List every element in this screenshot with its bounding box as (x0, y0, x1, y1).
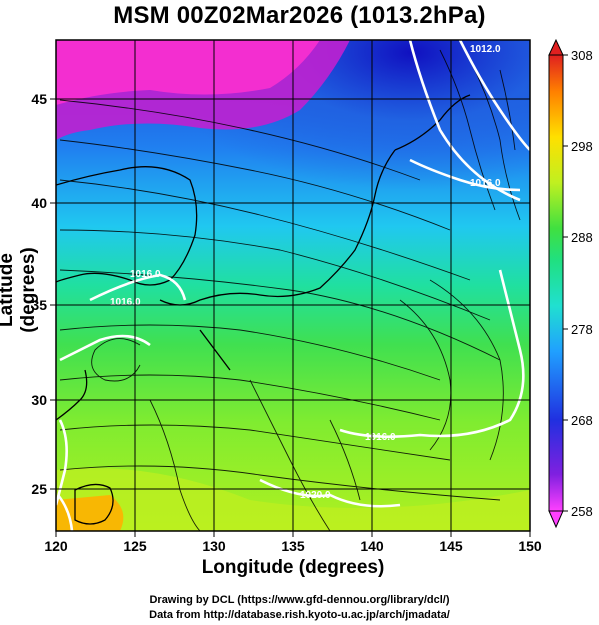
coastline-taiwan (74, 483, 114, 525)
warm-air-taiwan (56, 495, 124, 531)
coastlines (56, 94, 471, 525)
streamline (59, 424, 451, 461)
y-tick-labels: 25 30 35 40 45 (31, 91, 47, 497)
x-tick-label: 135 (281, 538, 305, 554)
streamline (59, 374, 441, 421)
coastline-korea-china (56, 166, 198, 286)
streamline (59, 139, 451, 231)
x-tick-label: 145 (439, 538, 463, 554)
x-axis-label: Longitude (degrees) (201, 557, 385, 578)
gridlines (56, 40, 530, 531)
streamline (59, 179, 471, 281)
colorbar-min-arrow (548, 510, 564, 529)
colorbar-max-arrow (548, 38, 564, 56)
y-tick-label: 45 (31, 91, 47, 107)
isobar-label: 1016.0 (470, 178, 501, 189)
colorbar-tick-label: 268 (571, 413, 593, 428)
streamlines (59, 49, 521, 531)
isobar-label: 1016.0 (130, 269, 161, 280)
isobar-label: 1016.0 (365, 432, 396, 443)
x-tick-label: 140 (360, 538, 384, 554)
credit-drawing: Drawing by DCL (https://www.gfd-dennou.o… (149, 594, 450, 606)
isobar-label: 1020.0 (300, 490, 331, 501)
isobar-1012 (408, 40, 521, 202)
x-tick-label: 120 (44, 538, 68, 554)
x-tick-label: 125 (123, 538, 147, 554)
x-tick-labels: 120 125 130 135 140 145 150 (44, 538, 542, 554)
warm-air-south (56, 468, 530, 531)
y-tick-label: 25 (31, 481, 47, 497)
colorbar-tick-label: 258 (571, 504, 593, 519)
isobar-1016-low (59, 334, 151, 362)
streamline (329, 419, 361, 501)
isobar-label: 1012.0 (470, 44, 501, 55)
coastline-japan-honshu (159, 149, 396, 306)
coastline-kyushu (199, 329, 231, 371)
y-tick-label: 40 (31, 195, 47, 211)
isobar-1016-north (409, 158, 521, 192)
streamline (249, 379, 331, 531)
colorbar-gradient (548, 54, 564, 512)
isobar-1016-east (339, 269, 525, 438)
streamline (59, 324, 441, 381)
streamline (399, 299, 452, 451)
y-tick-label: 30 (31, 392, 47, 408)
streamline-vortex (91, 338, 141, 382)
isobar-1020 (259, 478, 401, 508)
streamline (59, 465, 501, 501)
y-tick-label: 35 (31, 297, 47, 313)
colorbar-tick-label: 288 (571, 230, 593, 245)
colorbar: 308 298 288 278 268 258 (548, 38, 593, 529)
axis-ticks (50, 98, 531, 537)
streamline (429, 279, 504, 461)
isobar (56, 494, 74, 531)
isobar-labels: 1012.0 1016.0 1016.0 1016.0 1016.0 1020.… (110, 44, 501, 501)
isobar (458, 40, 530, 151)
colorbar-tick-label: 298 (571, 139, 593, 154)
colorbar-tick-label: 308 (571, 48, 593, 63)
isobars (56, 40, 530, 531)
isobar-1016-west (89, 273, 187, 302)
streamline (59, 269, 501, 361)
streamline (499, 69, 516, 151)
streamline (149, 399, 201, 531)
x-tick-label: 150 (518, 538, 542, 554)
streamline (59, 99, 421, 181)
colorbar-tick-label: 278 (571, 322, 593, 337)
isobar-label: 1016.0 (110, 297, 141, 308)
cold-air-core (56, 40, 320, 105)
credit-data: Data from http://database.rish.kyoto-u.a… (149, 609, 450, 621)
map-plot-area: 1012.0 1016.0 1016.0 1016.0 1016.0 1020.… (56, 40, 530, 531)
streamline (59, 229, 491, 321)
x-tick-label: 130 (202, 538, 226, 554)
map-title: MSM 00Z02Mar2026 (1013.2hPa) (113, 2, 486, 29)
y-axis-label: Latitude (degrees) (0, 247, 39, 333)
